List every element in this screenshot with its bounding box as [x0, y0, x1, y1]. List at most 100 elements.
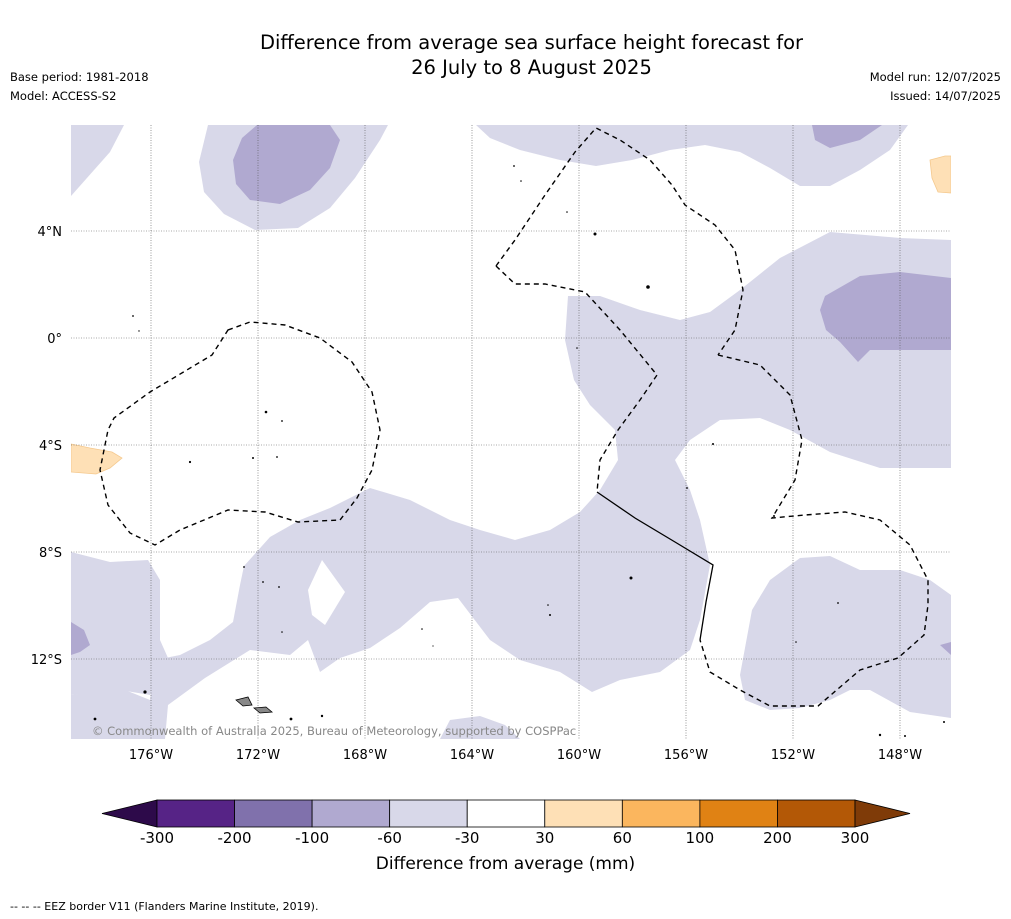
- colorbar-tick-labels: -300 -200 -100 -60 -30 30 60 100 200 300: [0, 829, 1011, 849]
- colorbar-segment: [466, 799, 546, 828]
- model-run: Model run: 12/07/2025: [869, 70, 1001, 84]
- lon-tick-label: 148°W: [878, 748, 922, 763]
- island: [289, 717, 293, 721]
- lat-tick-label: 4°N: [38, 225, 63, 240]
- island: [132, 315, 134, 317]
- lat-tick-label: 0°: [47, 332, 62, 347]
- eez-kiribati-west: [495, 265, 658, 493]
- meta-right: Model run: 12/07/2025 Issued: 14/07/2025: [870, 68, 1001, 106]
- island: [904, 735, 906, 737]
- island: [686, 487, 688, 489]
- eez-samoa-tokelau: [99, 321, 381, 546]
- island: [795, 641, 797, 643]
- island: [281, 420, 283, 422]
- issued-date: Issued: 14/07/2025: [890, 89, 1001, 103]
- eez-east: [699, 354, 929, 707]
- meta-left: Base period: 1981-2018 Model: ACCESS-S2: [10, 68, 149, 106]
- island: [93, 717, 97, 721]
- island-upolu: [252, 706, 274, 714]
- colorbar-title: Difference from average (mm): [375, 854, 636, 874]
- island: [547, 604, 549, 606]
- island: [276, 456, 278, 458]
- colorbar: [101, 799, 911, 828]
- region-nw-corner: [71, 125, 124, 196]
- island: [943, 721, 945, 723]
- region-west-lower: [71, 552, 168, 695]
- island: [549, 614, 551, 616]
- colorbar-tick-label: -60: [377, 829, 402, 847]
- lon-tick-label: 172°W: [236, 748, 280, 763]
- colorbar-over-arrow: [854, 799, 911, 828]
- island: [264, 410, 268, 414]
- map-area: [71, 125, 951, 739]
- lon-tick-label: 156°W: [664, 748, 708, 763]
- island: [520, 180, 522, 182]
- orange-northeast: [929, 155, 951, 194]
- island: [629, 576, 633, 580]
- colorbar-segment: [621, 799, 701, 828]
- colorbar-segment: [699, 799, 778, 828]
- island: [262, 581, 264, 583]
- hole-in-band: [308, 560, 345, 625]
- island: [278, 586, 280, 588]
- island: [281, 631, 283, 633]
- lon-tick-label: 176°W: [129, 748, 173, 763]
- lon-tick-label: 164°W: [450, 748, 494, 763]
- island: [243, 566, 245, 568]
- island: [143, 690, 147, 694]
- core-east: [820, 272, 951, 362]
- lat-tick-label: 12°S: [31, 653, 62, 668]
- lat-tick-label: 4°S: [39, 439, 62, 454]
- colorbar-tick-label: 200: [763, 829, 792, 847]
- core-east-edge: [940, 642, 951, 655]
- colorbar-segment: [234, 799, 313, 828]
- island: [773, 515, 775, 517]
- colorbar-segment: [544, 799, 623, 828]
- island: [593, 232, 597, 236]
- contour-medium-purple: [71, 125, 951, 655]
- map-title: Difference from average sea surface heig…: [0, 31, 1011, 80]
- colorbar-tick-label: -30: [454, 829, 480, 847]
- orange-west: [71, 443, 123, 475]
- axis-labels: 176°W 172°W 168°W 164°W 160°W 156°W 152°W 148°W…: [31, 225, 923, 763]
- lat-tick-label: 8°S: [39, 546, 62, 561]
- colorbar-segment: [156, 799, 235, 828]
- core-north-west: [233, 125, 340, 204]
- colorbar-segment: [311, 799, 391, 828]
- lon-tick-label: 168°W: [343, 748, 387, 763]
- lon-tick-label: 160°W: [557, 748, 601, 763]
- colorbar-tick-label: 30: [535, 829, 555, 847]
- contour-light-orange: [71, 155, 951, 475]
- island: [432, 645, 434, 647]
- island: [188, 460, 192, 464]
- island: [421, 628, 423, 630]
- region-central-east: [476, 125, 908, 186]
- colorbar-tick-label: -200: [217, 829, 252, 847]
- colorbar-segment: [777, 799, 856, 828]
- title-line-2: 26 July to 8 August 2025: [411, 55, 652, 79]
- island: [576, 347, 578, 349]
- island: [138, 330, 140, 332]
- colorbar-tick-label: 60: [612, 829, 632, 847]
- island: [320, 714, 324, 718]
- colorbar-tick-label: 100: [685, 829, 715, 847]
- gridlines: [71, 125, 951, 739]
- lon-tick-label: 152°W: [771, 748, 815, 763]
- colorbar-under-arrow: [101, 799, 158, 828]
- eez-footnote: -- -- -- EEZ border V11 (Flanders Marine…: [10, 900, 319, 913]
- region-south-small: [440, 716, 520, 739]
- colorbar-tick-label: -300: [139, 829, 175, 847]
- island: [566, 211, 568, 213]
- island: [878, 733, 882, 737]
- island-savaii: [235, 696, 253, 707]
- islands: [93, 165, 945, 737]
- copyright-notice: © Commonwealth of Australia 2025, Bureau…: [92, 724, 577, 738]
- colorbar-tick-label: -100: [295, 829, 330, 847]
- title-line-1: Difference from average sea surface heig…: [259, 31, 804, 54]
- core-north-east: [812, 125, 882, 148]
- eez-solid-border: [596, 491, 714, 641]
- island: [513, 165, 515, 167]
- base-period: Base period: 1981-2018: [10, 70, 149, 84]
- colorbar-segment: [389, 799, 468, 828]
